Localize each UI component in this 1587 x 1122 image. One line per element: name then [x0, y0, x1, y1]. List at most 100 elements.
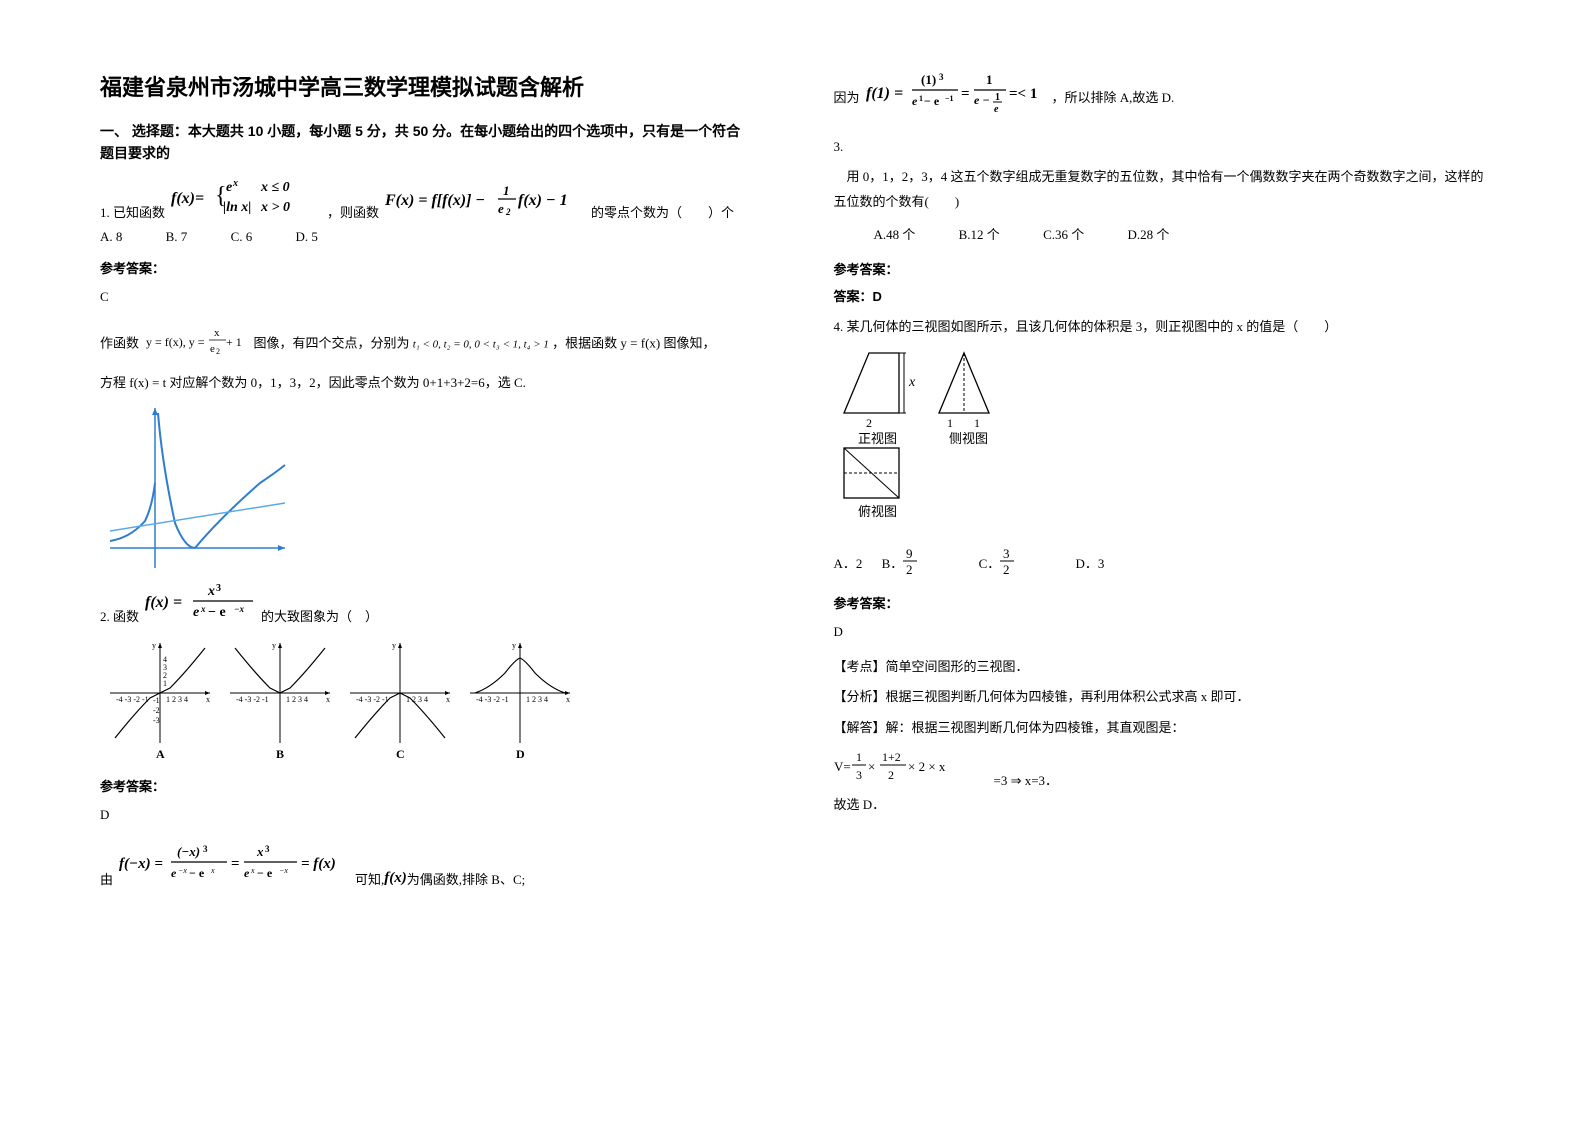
q1-exp-roots: t₁ < 0, t₂ = 0, 0 < t₃ < 1, t₄ > 1 — [413, 338, 549, 350]
q1-stem: 1. 已知函数 f(x)= { e x x ≤ 0 |ln x| x > 0 ，… — [100, 175, 754, 226]
svg-text:-4 -3 -2 -1: -4 -3 -2 -1 — [116, 695, 149, 704]
svg-text:x: x — [250, 866, 255, 875]
svg-text:3: 3 — [939, 72, 944, 82]
svg-text:x: x — [446, 695, 450, 704]
q1-exp-pre: 作函数 — [100, 335, 139, 350]
svg-text:− e: − e — [189, 866, 205, 880]
svg-text:f(−x) =: f(−x) = — [119, 856, 163, 872]
svg-text:f(x)=: f(x)= — [171, 190, 204, 207]
svg-text:e −: e − — [974, 93, 990, 107]
svg-text:3: 3 — [856, 768, 862, 782]
q1-graph — [100, 403, 290, 573]
svg-text:(−x): (−x) — [177, 844, 200, 859]
q4-opt-c: C．32 — [979, 556, 1057, 571]
svg-text:−x: −x — [279, 866, 288, 875]
svg-text:e: e — [193, 605, 199, 620]
svg-text:1+2: 1+2 — [882, 750, 901, 764]
svg-text:x: x — [326, 695, 330, 704]
svg-text:3: 3 — [163, 663, 167, 672]
svg-text:D: D — [516, 747, 525, 761]
q1-answer: C — [100, 285, 754, 310]
q2-explain: 由 f(−x) = (−x) 3 e −x − e x = x 3 e x — [100, 842, 754, 893]
q4-opt-b: B．92 — [882, 556, 960, 571]
svg-text:1: 1 — [919, 94, 923, 103]
q4-kaodian: 【考点】简单空间图形的三视图． — [834, 655, 1488, 680]
svg-text:=< 1: =< 1 — [1009, 86, 1037, 102]
svg-text:俯视图: 俯视图 — [858, 504, 897, 519]
svg-text:1 2 3 4: 1 2 3 4 — [406, 695, 428, 704]
svg-text:B: B — [276, 747, 284, 761]
svg-text:3: 3 — [265, 844, 270, 854]
svg-text:y: y — [392, 641, 396, 650]
q1-opt-b: B. 7 — [166, 229, 188, 244]
q1-suffix: 的零点个数为（ ）个 — [591, 201, 734, 226]
svg-text:V=: V= — [834, 759, 851, 774]
left-column: 福建省泉州市汤城中学高三数学理模拟试题含解析 一、 选择题：本大题共 10 小题… — [100, 70, 754, 892]
svg-text:x: x — [210, 866, 215, 875]
svg-text:e: e — [994, 104, 999, 115]
svg-text:-1: -1 — [153, 696, 160, 705]
svg-text:2: 2 — [216, 347, 220, 356]
svg-text:-3: -3 — [153, 716, 160, 725]
q4-options: A．2 B．92 C．32 D．3 — [834, 546, 1488, 585]
svg-text:(1): (1) — [921, 72, 936, 87]
svg-text:|ln x|: |ln x| — [223, 200, 251, 215]
svg-text:1: 1 — [947, 416, 953, 430]
because-text: 因为 — [834, 86, 860, 111]
q2-answer: D — [100, 803, 754, 828]
q1-mid: ，则函数 — [327, 201, 379, 226]
q3-body: 用 0，1，2，3，4 这五个数字组成无重复数字的五位数，其中恰有一个偶数数字夹… — [834, 165, 1488, 214]
svg-text:1: 1 — [856, 750, 862, 764]
svg-text:1: 1 — [503, 183, 510, 198]
svg-text:x: x — [207, 584, 215, 599]
q3-answer-line: 答案：D — [834, 286, 1488, 305]
q1-formula-piecewise: f(x)= { e x x ≤ 0 |ln x| x > 0 — [171, 175, 321, 226]
so-text: ，所以排除 A,故选 D. — [1052, 86, 1175, 111]
svg-text:x ≤ 0: x ≤ 0 — [260, 180, 290, 195]
q1-exp-suf: ，根据函数 y = f(x) 图像知， — [552, 335, 715, 350]
svg-text:-2: -2 — [153, 706, 160, 715]
svg-text:e: e — [498, 201, 504, 216]
svg-text:+ 1: + 1 — [226, 335, 242, 349]
svg-text:3: 3 — [216, 583, 221, 594]
q2-formula: f(x) = x 3 e x − e −x — [145, 581, 255, 630]
q1-exp-mid: 图像，有四个交点，分别为 — [254, 335, 410, 350]
svg-text:侧视图: 侧视图 — [949, 431, 988, 446]
svg-text:x: x — [200, 604, 206, 614]
q1-opt-d: D. 5 — [295, 229, 317, 244]
svg-text:1: 1 — [974, 416, 980, 430]
svg-text:f(x) =: f(x) = — [145, 594, 182, 611]
svg-text:正视图: 正视图 — [858, 431, 897, 446]
q1-opt-a: A. 8 — [100, 229, 122, 244]
svg-text:x: x — [908, 375, 916, 390]
svg-text:2: 2 — [866, 416, 872, 430]
svg-text:F(x) = f[f(x)] −: F(x) = f[f(x)] − — [385, 192, 485, 209]
svg-text:x: x — [206, 695, 210, 704]
q1-exp-formula: y = f(x), y = x e 2 + 1 — [146, 324, 246, 365]
svg-text:f(1) =: f(1) = — [866, 85, 903, 102]
q4-volume: V= 1 3 × 1+2 2 × 2 × x =3 ⇒ x=3． — [834, 747, 1488, 794]
svg-text:− e: − e — [257, 866, 273, 880]
q4-opt-d: D．3 — [1075, 556, 1104, 571]
q2-continue: 因为 f(1) = (1) 3 e 1 − e −1 = 1 e − 1 — [834, 70, 1488, 127]
f1-formula: f(1) = (1) 3 e 1 − e −1 = 1 e − 1 e =< 1 — [866, 70, 1046, 127]
q1-options: A. 8 B. 7 C. 6 D. 5 — [100, 225, 754, 250]
svg-text:e: e — [244, 866, 250, 880]
q2-exp-suf: 为偶函数,排除 B、C; — [407, 868, 525, 893]
svg-text:x > 0: x > 0 — [260, 200, 290, 215]
q2-options-figure: xy -4 -3 -2 -11 2 3 4 1234 -1-2-3 A xy -… — [100, 638, 580, 768]
svg-text:4: 4 — [163, 655, 167, 664]
q4-conclude: 故选 D． — [834, 793, 1488, 818]
q4-answer-label: 参考答案： — [834, 593, 1488, 612]
svg-text:y: y — [152, 641, 156, 650]
svg-text:y: y — [512, 641, 516, 650]
q4-stem: 4. 某几何体的三视图如图所示，且该几何体的体积是 3，则正视图中的 x 的值是… — [834, 315, 1488, 340]
q4-vol-suffix: =3 ⇒ x=3． — [994, 769, 1059, 794]
q2-stem: 2. 函数 f(x) = x 3 e x − e −x 的大致图象为（ ） — [100, 581, 754, 630]
svg-text:=: = — [231, 856, 240, 872]
svg-text:− e: − e — [208, 605, 226, 620]
q2-suffix: 的大致图象为（ ） — [261, 605, 378, 630]
page-title: 福建省泉州市汤城中学高三数学理模拟试题含解析 — [100, 70, 754, 102]
svg-text:× 2 × x: × 2 × x — [908, 759, 946, 774]
svg-text:×: × — [868, 759, 875, 774]
